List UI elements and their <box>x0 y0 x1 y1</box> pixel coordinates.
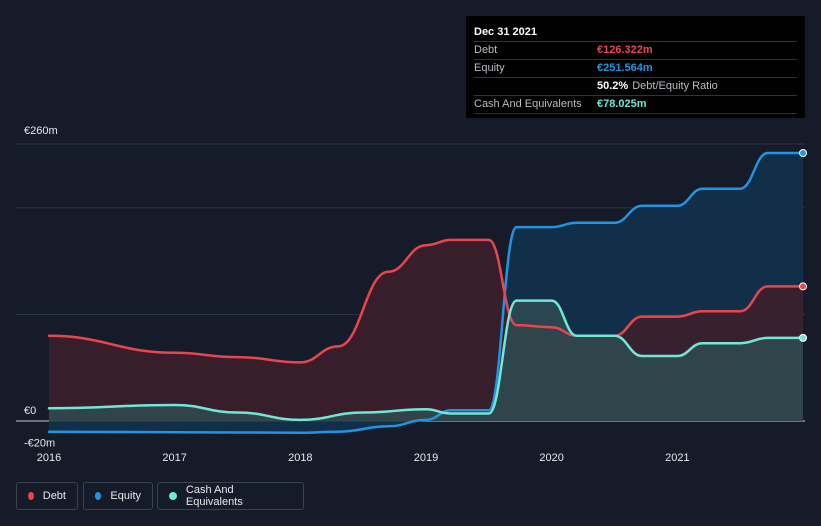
cash-and-equivalents-line <box>47 299 805 422</box>
debt-end-marker <box>799 282 807 291</box>
cash-and-equivalents-end-marker <box>799 333 807 342</box>
y-tick-label: -€20m <box>24 437 55 449</box>
legend-item-equity[interactable]: Equity <box>83 482 153 510</box>
data-tooltip: Dec 31 2021 Debt €126.322m Equity €251.5… <box>466 16 805 118</box>
debt-line <box>47 238 805 364</box>
x-axis-labels: 2016 2017 2018 2019 2020 2021 <box>37 452 690 464</box>
legend-dot <box>95 492 102 500</box>
tooltip-label <box>474 78 597 95</box>
series-lines <box>47 151 805 434</box>
tooltip-value: 50.2% <box>597 80 629 92</box>
legend-label: Cash And Equivalents <box>185 484 243 508</box>
tooltip-row-ratio: 50.2% Debt/Equity Ratio <box>474 78 797 96</box>
legend-item-cash[interactable]: Cash And Equivalents <box>157 482 304 510</box>
equity-end-marker <box>799 148 807 157</box>
x-tick-label: 2020 <box>539 452 563 464</box>
tooltip-row-cash: Cash And Equivalents €78.025m <box>474 96 797 114</box>
legend-label: Debt <box>42 490 66 502</box>
equity-line <box>47 151 805 434</box>
x-tick-label: 2016 <box>37 452 61 464</box>
tooltip-row-equity: Equity €251.564m <box>474 60 797 78</box>
tooltip-value: €251.564m <box>597 62 653 74</box>
series-areas <box>49 153 803 433</box>
legend-item-debt[interactable]: Debt <box>16 482 78 510</box>
y-tick-label: €260m <box>24 125 58 137</box>
legend-dot <box>28 492 34 500</box>
tooltip-sub-label: Debt/Equity Ratio <box>632 80 718 92</box>
tooltip-label: Equity <box>474 62 505 74</box>
x-tick-label: 2018 <box>288 452 312 464</box>
tooltip-label: Debt <box>474 44 498 56</box>
tooltip-label: Cash And Equivalents <box>474 98 582 110</box>
x-tick-label: 2019 <box>414 452 438 464</box>
tooltip-row-debt: Debt €126.322m <box>474 42 797 60</box>
tooltip-value: €78.025m <box>597 98 647 110</box>
legend-label: Equity <box>110 490 141 502</box>
x-tick-label: 2017 <box>162 452 186 464</box>
tooltip-value: €126.322m <box>597 44 653 56</box>
y-tick-label: €0 <box>24 405 36 417</box>
y-axis-labels: €260m €0 -€20m <box>24 125 58 449</box>
cash-and-equivalents-area <box>49 300 803 421</box>
tooltip-date: Dec 31 2021 <box>474 24 797 42</box>
legend-dot <box>169 492 177 500</box>
x-tick-label: 2021 <box>665 452 689 464</box>
end-markers <box>799 148 807 342</box>
